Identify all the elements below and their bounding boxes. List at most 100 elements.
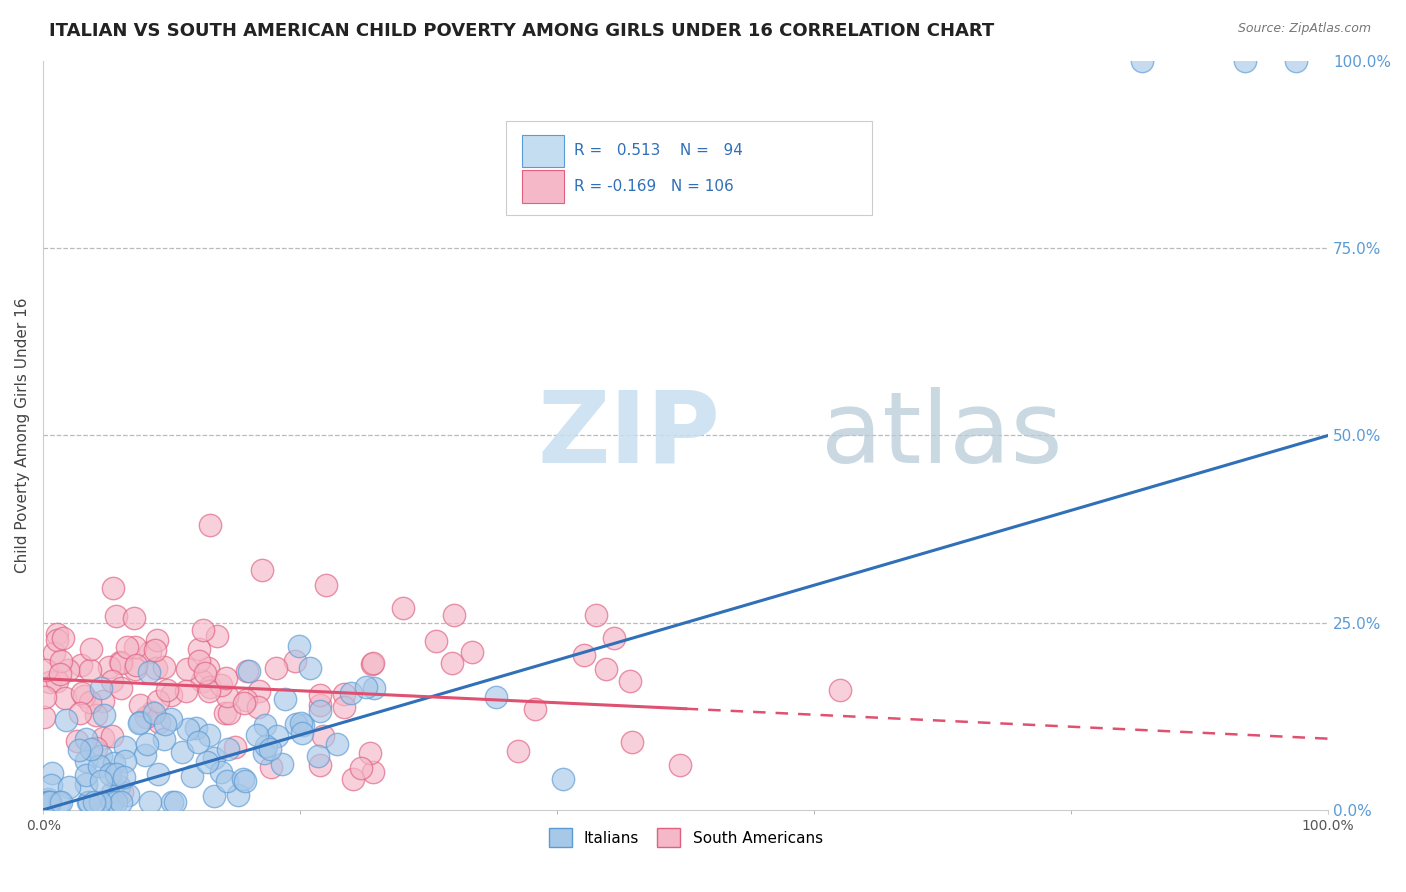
Point [253, 747, 276, 761]
Point [75, 732, 97, 747]
Point [307, 748, 329, 763]
Point [34, 690, 56, 704]
Point [75, 768, 97, 782]
Point [38, 795, 60, 809]
Point [93, 707, 115, 722]
Point [89, 795, 111, 809]
Point [138, 665, 160, 680]
Point [117, 788, 139, 802]
Point [425, 633, 447, 648]
Point [58, 780, 80, 795]
Point [53, 691, 76, 706]
Point [214, 706, 236, 721]
Point [292, 718, 315, 732]
Point [101, 673, 124, 688]
Point [246, 728, 269, 742]
Point [105, 609, 128, 624]
Point [232, 696, 254, 710]
FancyBboxPatch shape [523, 170, 564, 203]
Point [441, 657, 464, 671]
Point [238, 664, 260, 678]
Point [37, 795, 59, 809]
Point [288, 639, 311, 653]
Point [75, 754, 97, 768]
Point [84, 708, 107, 723]
Point [309, 704, 332, 718]
Point [1233, 54, 1256, 69]
Point [309, 758, 332, 772]
Point [198, 728, 221, 742]
Point [215, 671, 238, 685]
Point [35, 663, 58, 677]
Point [284, 717, 307, 731]
Point [315, 578, 337, 592]
Point [135, 737, 157, 751]
Point [32, 710, 55, 724]
Point [360, 657, 382, 672]
Point [209, 678, 232, 692]
Point [195, 756, 218, 770]
Point [108, 656, 131, 670]
Point [160, 712, 183, 726]
Point [134, 748, 156, 763]
Point [148, 767, 170, 781]
Point [197, 661, 219, 675]
Point [110, 656, 132, 670]
Point [176, 684, 198, 698]
Point [260, 759, 283, 773]
Point [191, 674, 214, 689]
Point [129, 715, 152, 730]
Point [524, 702, 547, 716]
FancyBboxPatch shape [523, 135, 564, 168]
Point [146, 693, 169, 707]
Point [45, 673, 67, 688]
Point [235, 665, 257, 679]
Point [79, 663, 101, 677]
Point [309, 698, 332, 712]
Point [443, 608, 465, 623]
Point [669, 758, 692, 772]
Text: R = -0.169   N = 106: R = -0.169 N = 106 [574, 179, 734, 194]
Point [572, 648, 595, 662]
Point [129, 698, 152, 712]
Point [392, 600, 415, 615]
Point [90, 774, 112, 789]
Point [77, 795, 100, 809]
Point [110, 795, 132, 809]
Point [193, 624, 215, 638]
Point [155, 683, 177, 698]
Point [114, 754, 136, 768]
Point [72, 690, 94, 704]
Point [108, 779, 131, 793]
Point [198, 681, 221, 695]
Point [160, 688, 183, 702]
Point [619, 674, 641, 689]
Point [125, 657, 148, 672]
Point [115, 640, 138, 654]
Text: Source: ZipAtlas.com: Source: ZipAtlas.com [1237, 22, 1371, 36]
Point [361, 656, 384, 670]
Point [145, 661, 167, 675]
Point [333, 687, 356, 701]
Point [332, 699, 354, 714]
Point [291, 726, 314, 740]
Point [39, 778, 62, 792]
Point [200, 518, 222, 533]
Point [363, 681, 385, 695]
Point [66, 734, 89, 748]
Point [48, 795, 70, 809]
Point [75, 777, 97, 791]
Point [253, 718, 276, 732]
Point [217, 742, 239, 756]
Point [215, 773, 238, 788]
Point [52, 632, 75, 646]
Point [485, 690, 508, 704]
Point [163, 795, 186, 809]
Point [266, 729, 288, 743]
Point [77, 795, 100, 809]
Point [86, 741, 108, 756]
Point [361, 765, 384, 780]
Point [160, 795, 183, 809]
Point [254, 739, 277, 754]
Text: atlas: atlas [821, 387, 1062, 484]
